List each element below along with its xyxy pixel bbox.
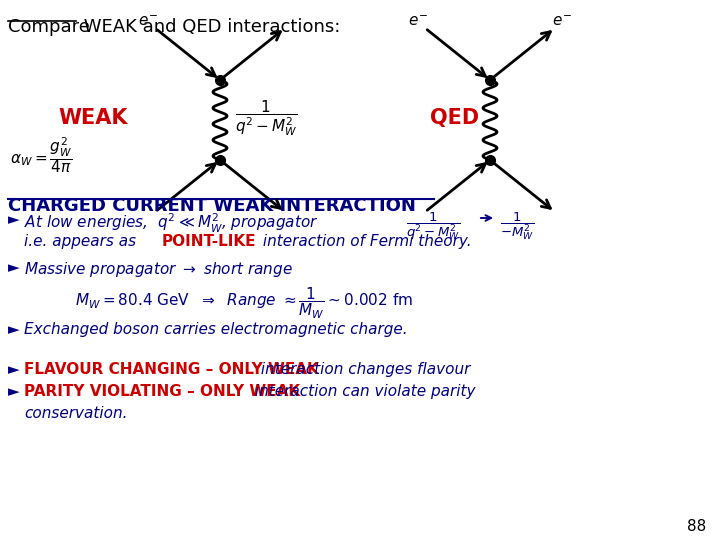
Text: ►: ► bbox=[8, 384, 19, 399]
Text: conservation.: conservation. bbox=[24, 406, 127, 421]
Text: PARITY VIOLATING – ONLY WEAK: PARITY VIOLATING – ONLY WEAK bbox=[24, 384, 300, 399]
Text: ►: ► bbox=[8, 322, 19, 337]
Text: interaction changes flavour: interaction changes flavour bbox=[256, 362, 470, 377]
Text: CHARGED CURRENT WEAK INTERACTION: CHARGED CURRENT WEAK INTERACTION bbox=[8, 197, 416, 215]
Text: POINT-LIKE: POINT-LIKE bbox=[162, 234, 256, 249]
Text: ►: ► bbox=[8, 362, 19, 377]
Text: ►: ► bbox=[8, 212, 19, 227]
Text: $e^{-}$: $e^{-}$ bbox=[408, 15, 428, 30]
Text: QED: QED bbox=[430, 108, 479, 128]
Text: $e^{-}$: $e^{-}$ bbox=[552, 15, 572, 30]
Text: interaction of Fermi theory.: interaction of Fermi theory. bbox=[258, 234, 472, 249]
Text: ►: ► bbox=[8, 260, 19, 275]
Text: WEAK: WEAK bbox=[58, 108, 127, 128]
Text: interaction can violate parity: interaction can violate parity bbox=[250, 384, 475, 399]
Text: $e^{-}$: $e^{-}$ bbox=[138, 15, 158, 30]
Text: i.e. appears as: i.e. appears as bbox=[24, 234, 141, 249]
Text: 88: 88 bbox=[687, 519, 706, 534]
Text: FLAVOUR CHANGING – ONLY WEAK: FLAVOUR CHANGING – ONLY WEAK bbox=[24, 362, 319, 377]
Text: $\dfrac{1}{-M_W^2}$: $\dfrac{1}{-M_W^2}$ bbox=[500, 210, 534, 242]
Text: Massive propagator $\rightarrow$ short range: Massive propagator $\rightarrow$ short r… bbox=[24, 260, 293, 279]
Text: $\dfrac{1}{q^2 - M_W^2}$: $\dfrac{1}{q^2 - M_W^2}$ bbox=[406, 210, 461, 242]
Text: $M_W = 80.4\ \mathrm{GeV}$  $\Rightarrow$  Range $\approx \dfrac{1}{M_W} \sim 0.: $M_W = 80.4\ \mathrm{GeV}$ $\Rightarrow$… bbox=[75, 286, 413, 321]
Text: $\alpha_W = \dfrac{g_W^2}{4\pi}$: $\alpha_W = \dfrac{g_W^2}{4\pi}$ bbox=[10, 135, 73, 175]
Text: WEAK and QED interactions:: WEAK and QED interactions: bbox=[78, 18, 341, 36]
Text: $\dfrac{1}{q^2 - M_W^2}$: $\dfrac{1}{q^2 - M_W^2}$ bbox=[235, 98, 297, 138]
Text: At low energies,  $q^2 \ll M_W^2$, propagator: At low energies, $q^2 \ll M_W^2$, propag… bbox=[24, 212, 318, 235]
Text: Compare: Compare bbox=[8, 18, 90, 36]
Text: Exchanged boson carries electromagnetic charge.: Exchanged boson carries electromagnetic … bbox=[24, 322, 408, 337]
